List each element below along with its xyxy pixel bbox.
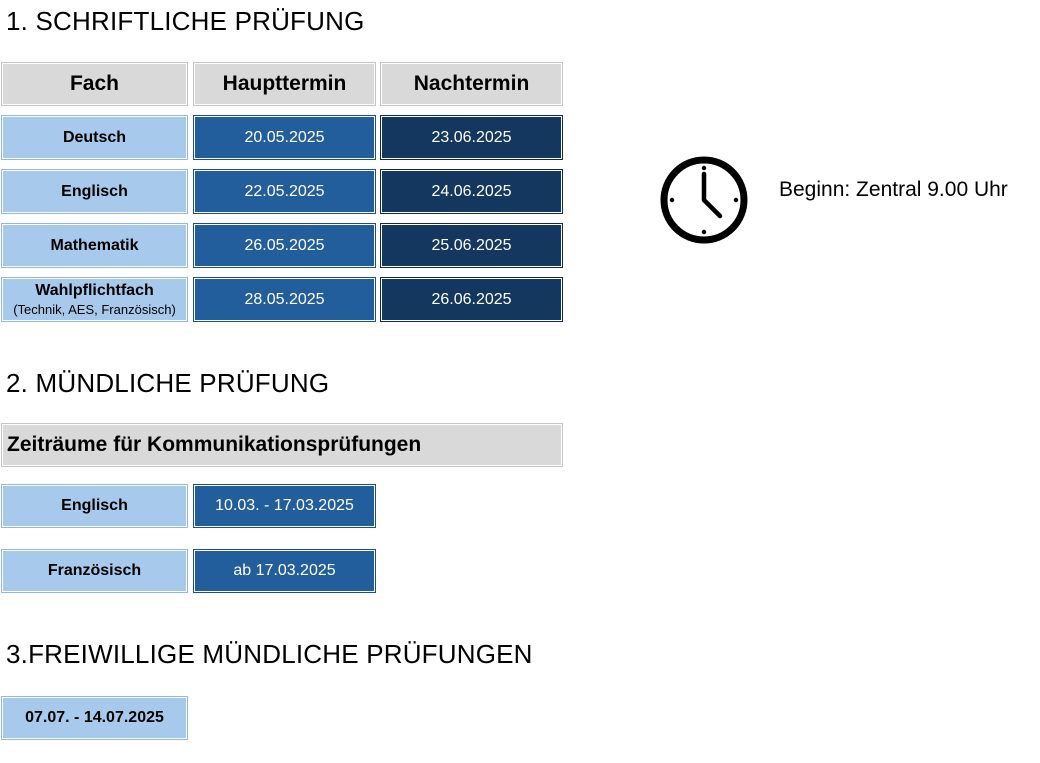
nachtermin-date: 25.06.2025 (431, 236, 512, 254)
nachtermin-date: 23.06.2025 (431, 128, 512, 146)
nachtermin-date: 24.06.2025 (431, 182, 512, 200)
header-haupttermin-label: Haupttermin (222, 72, 347, 95)
subject-label: Wahlpflichtfach (35, 282, 154, 299)
nachtermin-cell: 24.06.2025 (380, 169, 563, 214)
header-fach-label: Fach (69, 72, 119, 95)
haupttermin-date: 20.05.2025 (244, 128, 325, 146)
subject-label: Französisch (47, 562, 142, 579)
nachtermin-cell: 23.06.2025 (380, 115, 563, 160)
subject-label: Deutsch (62, 128, 127, 146)
clock-icon (660, 156, 748, 244)
oral-subject-cell: Französisch (1, 549, 188, 593)
subject-sublabel: (Technik, AES, Französisch) (13, 302, 176, 317)
nachtermin-date: 26.06.2025 (431, 290, 512, 308)
section-1-title: 1. SCHRIFTLICHE PRÜFUNG (6, 6, 365, 36)
voluntary-oral-period-cell: 07.07. - 14.07.2025 (1, 696, 188, 740)
haupttermin-date: 28.05.2025 (244, 290, 325, 308)
header-haupttermin: Haupttermin (193, 62, 376, 106)
communication-exam-periods-label: Zeiträume für Kommunikationsprüfungen (7, 433, 422, 456)
oral-period-cell: ab 17.03.2025 (193, 549, 376, 593)
haupttermin-date: 26.05.2025 (244, 236, 325, 254)
subject-label: Englisch (61, 497, 128, 514)
haupttermin-cell: 26.05.2025 (193, 223, 376, 268)
period-dates: 07.07. - 14.07.2025 (25, 709, 164, 726)
section-3-title: 3.FREIWILLIGE MÜNDLICHE PRÜFUNGEN (6, 639, 533, 669)
subject-label: Englisch (61, 182, 128, 200)
table-row-subject: Wahlpflichtfach (Technik, AES, Französis… (1, 277, 188, 322)
nachtermin-cell: 26.06.2025 (380, 277, 563, 322)
haupttermin-date: 22.05.2025 (244, 182, 325, 200)
table-row-subject: Mathematik (1, 223, 188, 268)
nachtermin-cell: 25.06.2025 (380, 223, 563, 268)
subject-label: Mathematik (50, 236, 139, 254)
header-nachtermin-label: Nachtermin (413, 72, 530, 95)
haupttermin-cell: 20.05.2025 (193, 115, 376, 160)
haupttermin-cell: 28.05.2025 (193, 277, 376, 322)
section-2-title: 2. MÜNDLICHE PRÜFUNG (6, 368, 330, 398)
oral-subject-cell: Englisch (1, 484, 188, 528)
table-row-subject: Englisch (1, 169, 188, 214)
header-fach: Fach (1, 62, 188, 106)
table-row-subject: Deutsch (1, 115, 188, 160)
period-dates: 10.03. - 17.03.2025 (215, 497, 354, 514)
communication-exam-periods-header: Zeiträume für Kommunikationsprüfungen (1, 423, 563, 467)
haupttermin-cell: 22.05.2025 (193, 169, 376, 214)
header-nachtermin: Nachtermin (380, 62, 563, 106)
start-time-note: Beginn: Zentral 9.00 Uhr (779, 178, 1008, 201)
oral-period-cell: 10.03. - 17.03.2025 (193, 484, 376, 528)
period-dates: ab 17.03.2025 (233, 562, 336, 579)
